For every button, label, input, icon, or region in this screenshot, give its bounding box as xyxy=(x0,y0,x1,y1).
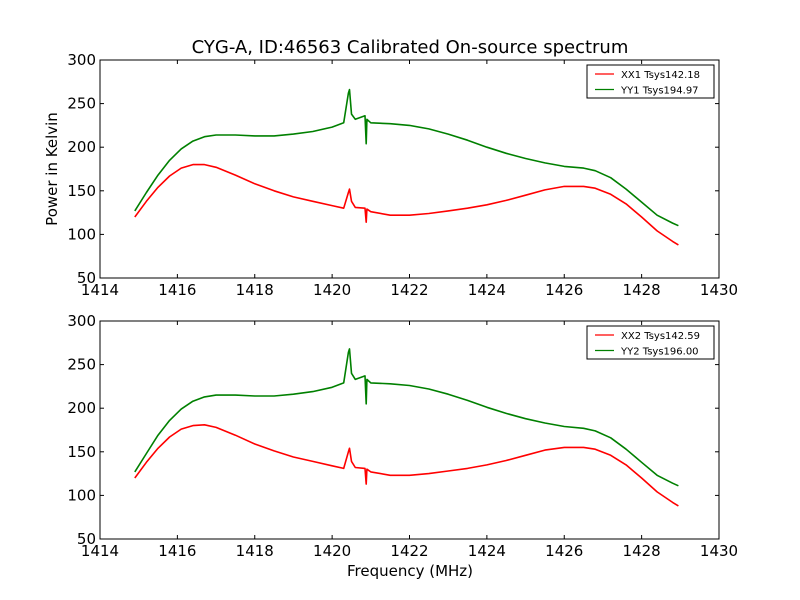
x-tick-label: 1420 xyxy=(313,281,351,299)
y-tick-label: 150 xyxy=(67,443,96,461)
legend-entry-label: YY1 Tsys194.97 xyxy=(620,86,699,97)
y-tick-label: 300 xyxy=(67,312,96,330)
x-tick-label: 1428 xyxy=(623,542,661,560)
top-spectrum-panel: 1414 1416 1418 1420 1422 1424 1426 1428 1430 50 10… xyxy=(67,51,738,299)
y-tick-label: 200 xyxy=(67,138,96,156)
y-tick-label: 250 xyxy=(67,356,96,374)
x-tick-label: 1416 xyxy=(158,542,196,560)
x-tick-label: 1418 xyxy=(236,542,274,560)
x-axis-label: Frequency (MHz) xyxy=(347,562,473,580)
legend-entry-label: YY2 Tsys196.00 xyxy=(620,347,699,358)
series-line-yy1 xyxy=(134,88,679,227)
x-tick-label: 1430 xyxy=(700,542,738,560)
y-tick-label: 200 xyxy=(67,399,96,417)
x-tick-label: 1428 xyxy=(623,281,661,299)
x-tick-label: 1414 xyxy=(81,281,119,299)
y-tick-label: 150 xyxy=(67,182,96,200)
legend: XX1 Tsys142.18 YY1 Tsys194.97 xyxy=(586,64,715,99)
x-tick-label: 1422 xyxy=(390,281,428,299)
x-tick-label: 1414 xyxy=(81,542,119,560)
y-tick-label: 50 xyxy=(77,269,96,287)
x-tick-label: 1418 xyxy=(236,281,274,299)
x-tick-label: 1416 xyxy=(158,281,196,299)
x-tick-label: 1426 xyxy=(545,281,583,299)
x-tick-label: 1426 xyxy=(545,542,583,560)
x-tick-label: 1420 xyxy=(313,542,351,560)
legend-box xyxy=(586,325,715,360)
x-tick-label: 1422 xyxy=(390,542,428,560)
y-tick-label: 100 xyxy=(67,486,96,504)
x-tick-label: 1424 xyxy=(468,542,506,560)
y-tick-label: 300 xyxy=(67,51,96,69)
series-line-xx2 xyxy=(134,423,679,507)
bottom-spectrum-panel: 1414 1416 1418 1420 1422 1424 1426 1428 1430 50 10… xyxy=(67,312,738,560)
y-tick-label: 100 xyxy=(67,225,96,243)
series-line-xx1 xyxy=(134,163,679,246)
legend-entry-label: XX2 Tsys142.59 xyxy=(621,331,700,342)
y-axis-label: Power in Kelvin xyxy=(43,112,61,226)
x-tick-label: 1424 xyxy=(468,281,506,299)
y-tick-label: 250 xyxy=(67,95,96,113)
legend: XX2 Tsys142.59 YY2 Tsys196.00 xyxy=(586,325,715,360)
legend-entry-label: XX1 Tsys142.18 xyxy=(621,70,700,81)
legend-box xyxy=(586,64,715,99)
x-tick-label: 1430 xyxy=(700,281,738,299)
series-line-yy2 xyxy=(134,348,679,487)
figure-title: CYG-A, ID:46563 Calibrated On-source spe… xyxy=(192,37,629,58)
y-tick-label: 50 xyxy=(77,530,96,548)
